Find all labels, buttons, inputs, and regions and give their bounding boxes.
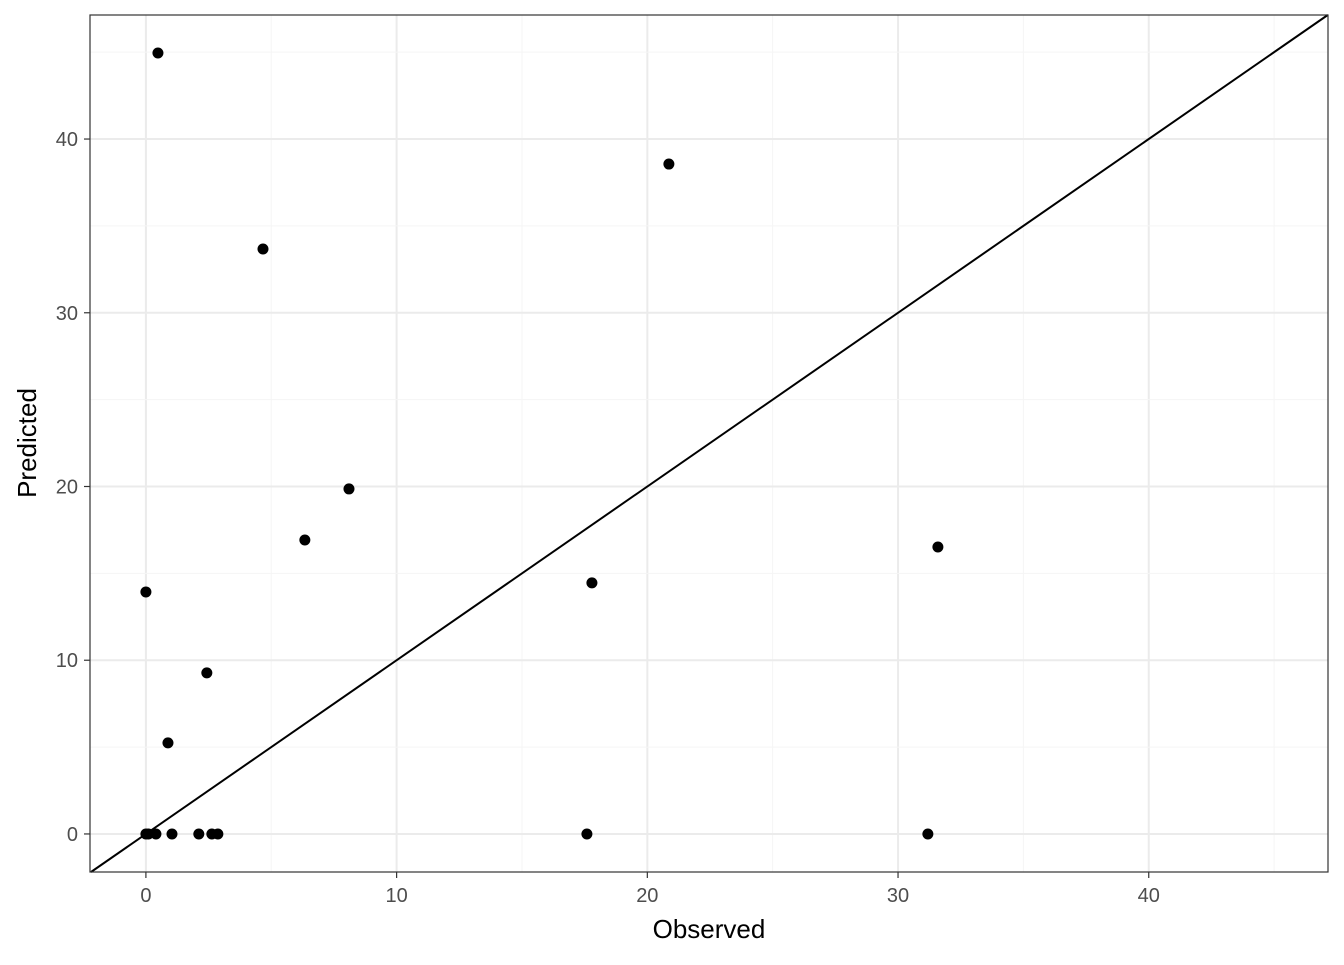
grid [90,15,1328,872]
data-point [663,158,675,170]
data-point [212,828,224,840]
data-point [581,828,593,840]
x-tick-label: 0 [140,885,151,907]
points [140,47,944,840]
x-axis: 0 10 20 30 40 [140,872,1160,907]
x-tick-label: 10 [385,885,407,907]
y-tick-label: 10 [56,650,78,672]
data-point [193,828,205,840]
x-tick-label: 20 [636,885,658,907]
data-point [586,577,598,589]
identity-line-group [90,14,1329,873]
y-tick-label: 30 [56,303,78,325]
x-tick-label: 40 [1138,885,1160,907]
data-point [201,667,213,679]
data-point [299,534,311,546]
x-tick-label: 30 [887,885,909,907]
data-point [343,483,355,495]
data-point [150,828,162,840]
data-point [922,828,934,840]
data-point [257,243,269,255]
y-axis-label: Predicted [12,388,42,498]
panel-border [89,14,1329,873]
data-point [142,828,154,840]
y-axis: 0 10 20 30 40 [56,129,90,846]
identity-line [90,14,1329,873]
data-point [152,47,164,59]
data-point [932,541,944,553]
y-tick-label: 0 [67,824,78,846]
data-point [140,586,152,598]
y-tick-label: 40 [56,129,78,151]
data-point [162,737,174,749]
x-axis-label: Observed [653,914,766,944]
data-point [166,828,178,840]
y-tick-label: 20 [56,476,78,498]
